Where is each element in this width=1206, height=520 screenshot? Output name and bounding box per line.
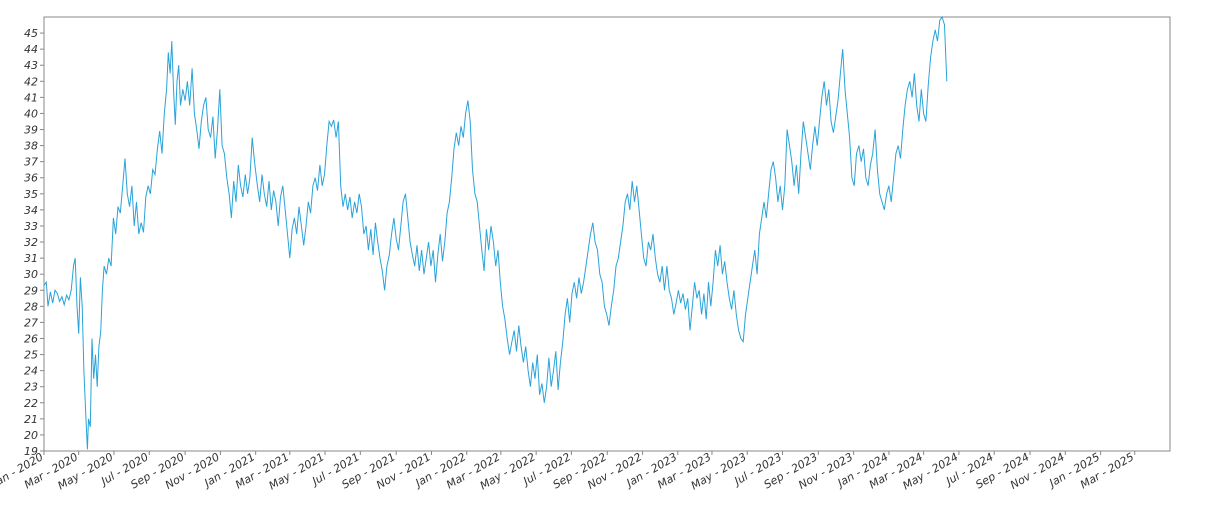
y-tick-label: 42	[24, 75, 38, 88]
y-tick-label: 41	[24, 91, 38, 104]
y-tick-label: 22	[24, 397, 38, 410]
y-tick-label: 39	[24, 124, 38, 137]
series-line	[43, 15, 948, 450]
y-tick-label: 33	[24, 220, 38, 233]
y-tick-label: 38	[24, 140, 38, 153]
y-tick-label: 44	[24, 43, 38, 56]
y-tick-label: 37	[24, 156, 38, 169]
y-tick-label: 27	[24, 316, 38, 329]
y-axis: 19 20 21 22 23 24 25 26 27 28 29 30 31 32 33 34 35 36 37 38…	[24, 27, 44, 458]
y-tick-label: 28	[24, 300, 38, 313]
y-tick-label: 40	[24, 107, 38, 120]
y-tick-label: 23	[24, 381, 38, 394]
y-tick-label: 30	[24, 268, 38, 281]
y-tick-label: 35	[24, 188, 38, 201]
y-tick-label: 20	[24, 429, 38, 442]
y-tick-label: 25	[24, 349, 38, 362]
y-tick-label: 32	[24, 236, 38, 249]
y-tick-label: 24	[24, 365, 38, 378]
y-tick-label: 43	[24, 59, 38, 72]
y-tick-label: 36	[24, 172, 38, 185]
y-tick-label: 26	[24, 332, 38, 345]
y-tick-label: 45	[24, 27, 38, 40]
y-tick-label: 34	[24, 204, 38, 217]
plot-area	[43, 16, 1171, 452]
y-tick-label: 19	[24, 445, 38, 458]
y-tick-label: 21	[24, 413, 38, 426]
y-tick-label: 31	[24, 252, 38, 265]
y-tick-label: 29	[24, 284, 38, 297]
